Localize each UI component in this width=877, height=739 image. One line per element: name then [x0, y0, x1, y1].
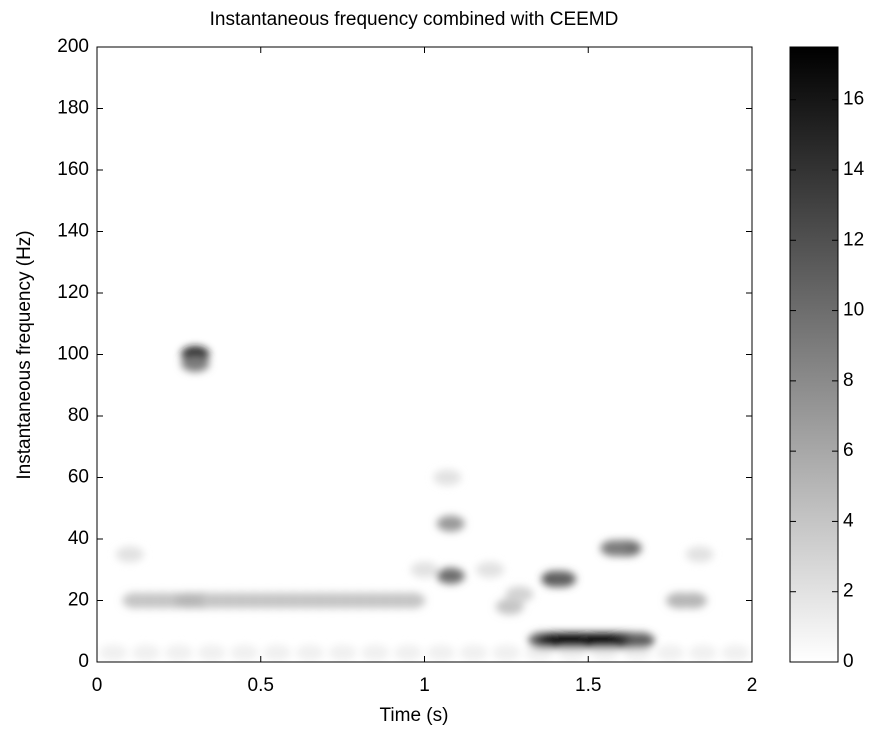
heat-cell: [99, 644, 128, 661]
colorbar-tick-label: 16: [843, 89, 864, 110]
y-tick-label: 60: [68, 467, 89, 488]
x-axis-label: Time (s): [380, 705, 449, 726]
heat-cell: [623, 644, 652, 661]
heat-cell: [394, 644, 423, 661]
x-tick-label: 0.5: [248, 675, 274, 696]
colorbar-tick-label: 4: [843, 510, 854, 531]
colorbar-tick-label: 12: [843, 229, 864, 250]
heat-cell: [230, 644, 259, 661]
colorbar-tick-label: 10: [843, 300, 864, 321]
heat-cell: [436, 567, 465, 584]
heat-cell: [590, 644, 619, 661]
heat-cell: [495, 598, 524, 615]
x-tick-label: 2: [747, 675, 758, 696]
heat-cell: [361, 644, 390, 661]
colorbar-tick-label: 14: [843, 159, 865, 180]
y-tick-label: 180: [57, 98, 89, 119]
heat-cell: [656, 644, 685, 661]
heat-cell: [197, 644, 226, 661]
colorbar-tick-label: 0: [843, 651, 854, 672]
x-tick-label: 1.5: [575, 675, 601, 696]
y-tick-label: 0: [78, 651, 89, 672]
heat-cell: [685, 546, 714, 563]
colorbar-tick-label: 6: [843, 440, 854, 461]
heat-cell: [436, 515, 465, 532]
y-tick-label: 80: [68, 405, 89, 426]
heat-cell: [181, 355, 210, 372]
heat-cell: [426, 644, 455, 661]
heat-cell: [263, 644, 292, 661]
y-tick-label: 140: [57, 221, 89, 242]
heat-cell: [721, 644, 750, 661]
heat-cell: [459, 644, 488, 661]
heat-cell: [295, 644, 324, 661]
chart-title: Instantaneous frequency combined with CE…: [210, 9, 619, 30]
heat-cell: [476, 561, 504, 578]
colorbar-tick-label: 2: [843, 581, 854, 602]
heat-cell: [557, 644, 586, 661]
y-tick-label: 40: [68, 528, 89, 549]
heat-cell: [132, 644, 161, 661]
colorbar-tick-label: 8: [843, 370, 854, 391]
y-axis-label: Instantaneous frequency (Hz): [14, 230, 35, 479]
heat-cell: [679, 592, 708, 609]
heat-cell: [115, 546, 144, 563]
heat-cell: [525, 644, 554, 661]
heat-cell: [505, 586, 534, 603]
heat-cell: [600, 540, 629, 557]
colorbar: [789, 46, 839, 663]
y-tick-label: 100: [57, 344, 89, 365]
y-tick-label: 120: [57, 282, 89, 303]
heat-cell: [548, 570, 577, 587]
heat-cell: [688, 644, 717, 661]
heat-cell: [328, 644, 357, 661]
y-tick-label: 160: [57, 159, 89, 180]
heat-cell: [433, 469, 462, 486]
heat-cell: [410, 561, 439, 578]
x-tick-label: 0: [92, 675, 103, 696]
x-tick-label: 1: [419, 675, 430, 696]
heatmap: [99, 346, 750, 661]
heat-cell: [626, 632, 655, 649]
y-tick-label: 200: [57, 36, 89, 57]
y-tick-label: 20: [68, 590, 89, 611]
heat-cell: [164, 644, 193, 661]
heat-cell: [397, 592, 426, 609]
heat-cell: [492, 644, 521, 661]
